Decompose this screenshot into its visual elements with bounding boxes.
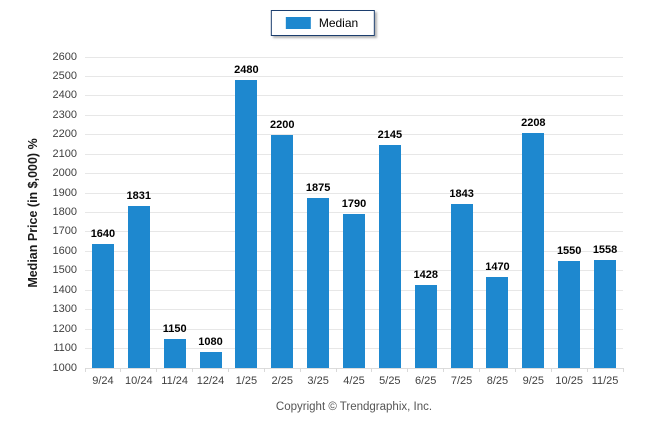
y-tick-label: 1300 (52, 303, 77, 316)
y-tick-label: 1600 (52, 244, 77, 257)
y-tick-label: 1500 (52, 264, 77, 277)
x-tick-label: 9/25 (522, 375, 545, 387)
y-tick-label: 2500 (52, 69, 77, 82)
x-tick-mark (407, 368, 409, 372)
gridline (85, 367, 623, 369)
bar (378, 145, 401, 368)
x-tick-mark (443, 368, 445, 372)
gridline (85, 212, 623, 213)
bar (91, 243, 114, 368)
x-tick-label: 12/24 (196, 375, 225, 387)
x-tick-mark (120, 368, 122, 372)
bar (163, 338, 186, 368)
copyright-text: Copyright © Trendgraphix, Inc. (275, 401, 433, 413)
bar-value-label: 1080 (198, 336, 223, 349)
x-tick-mark (622, 368, 624, 372)
y-tick-label: 2000 (52, 167, 77, 180)
bar-value-label: 1558 (592, 243, 618, 256)
x-tick-label: 7/25 (450, 375, 473, 387)
y-tick-label: 1100 (53, 342, 77, 355)
x-tick-mark (156, 368, 158, 372)
gridline (85, 114, 623, 116)
y-tick-label: 1700 (52, 225, 77, 238)
gridline (85, 173, 623, 175)
x-tick-mark (263, 368, 265, 372)
x-tick-mark (550, 368, 552, 372)
bar-value-label: 2480 (234, 64, 259, 77)
gridline (85, 56, 623, 58)
bar (414, 284, 437, 368)
bar-value-label: 1843 (449, 188, 474, 201)
x-tick-mark (514, 368, 516, 372)
y-tick-label: 2600 (52, 50, 77, 63)
x-tick-label: 10/25 (555, 375, 583, 387)
bar (343, 214, 365, 368)
gridline (85, 75, 623, 77)
gridline (85, 153, 623, 155)
bar (235, 80, 258, 368)
x-tick-label: 1/25 (235, 375, 258, 387)
x-tick-label: 9/24 (92, 375, 114, 387)
x-tick-label: 6/25 (415, 375, 437, 387)
bar-value-label: 1550 (556, 245, 582, 258)
bar (594, 259, 617, 368)
x-tick-mark (479, 368, 481, 372)
x-tick-mark (335, 368, 337, 372)
bar-value-label: 2200 (270, 118, 295, 131)
y-tick-label: 1800 (52, 206, 77, 218)
y-tick-label: 2300 (52, 108, 77, 121)
bar-value-label: 1470 (485, 260, 510, 273)
x-tick-mark (192, 368, 194, 372)
bar (450, 204, 473, 368)
x-tick-mark (586, 368, 588, 372)
legend-label: Median (318, 16, 359, 30)
y-tick-label: 2100 (52, 147, 77, 160)
x-tick-label: 8/25 (486, 375, 509, 387)
bar (127, 206, 150, 368)
x-tick-label: 11/25 (591, 375, 619, 387)
x-tick-mark (84, 368, 86, 372)
bar (486, 276, 509, 368)
bar-value-label: 2145 (377, 129, 403, 142)
x-tick-label: 11/24 (161, 375, 189, 387)
bar-value-label: 1790 (341, 198, 367, 211)
gridline (85, 95, 623, 97)
x-tick-mark (371, 368, 373, 372)
x-tick-label: 3/25 (307, 375, 329, 387)
y-tick-label: 2400 (52, 89, 77, 102)
bar-value-label: 1150 (162, 322, 187, 335)
gridline (85, 192, 623, 194)
legend: Median (270, 10, 376, 36)
bar-value-label: 1428 (413, 268, 438, 281)
bar (199, 352, 222, 368)
gridline (85, 134, 623, 136)
bar (558, 261, 581, 368)
legend-swatch-median (285, 17, 311, 29)
x-tick-mark (299, 368, 301, 372)
y-tick-label: 1400 (52, 283, 77, 296)
bar-value-label: 1640 (90, 227, 116, 240)
y-tick-label: 2200 (52, 128, 77, 141)
x-tick-label: 5/25 (379, 375, 401, 387)
y-tick-label: 1200 (52, 322, 77, 335)
x-tick-label: 2/25 (271, 375, 293, 387)
bar-value-label: 1875 (305, 181, 331, 194)
plot-area: 1000 1100 1200 1300 1400 1500 1600 1700 1800 1900… (53, 51, 624, 387)
x-tick-mark (227, 368, 229, 372)
y-tick-label: 1000 (52, 361, 77, 374)
bar (522, 133, 545, 368)
bar (307, 197, 330, 368)
bar (271, 134, 294, 368)
bar-value-label: 2208 (521, 117, 546, 130)
bar-value-label: 1831 (126, 190, 152, 203)
x-tick-label: 10/24 (125, 375, 153, 387)
y-tick-label: 1900 (52, 186, 77, 199)
x-tick-label: 4/25 (343, 375, 365, 387)
